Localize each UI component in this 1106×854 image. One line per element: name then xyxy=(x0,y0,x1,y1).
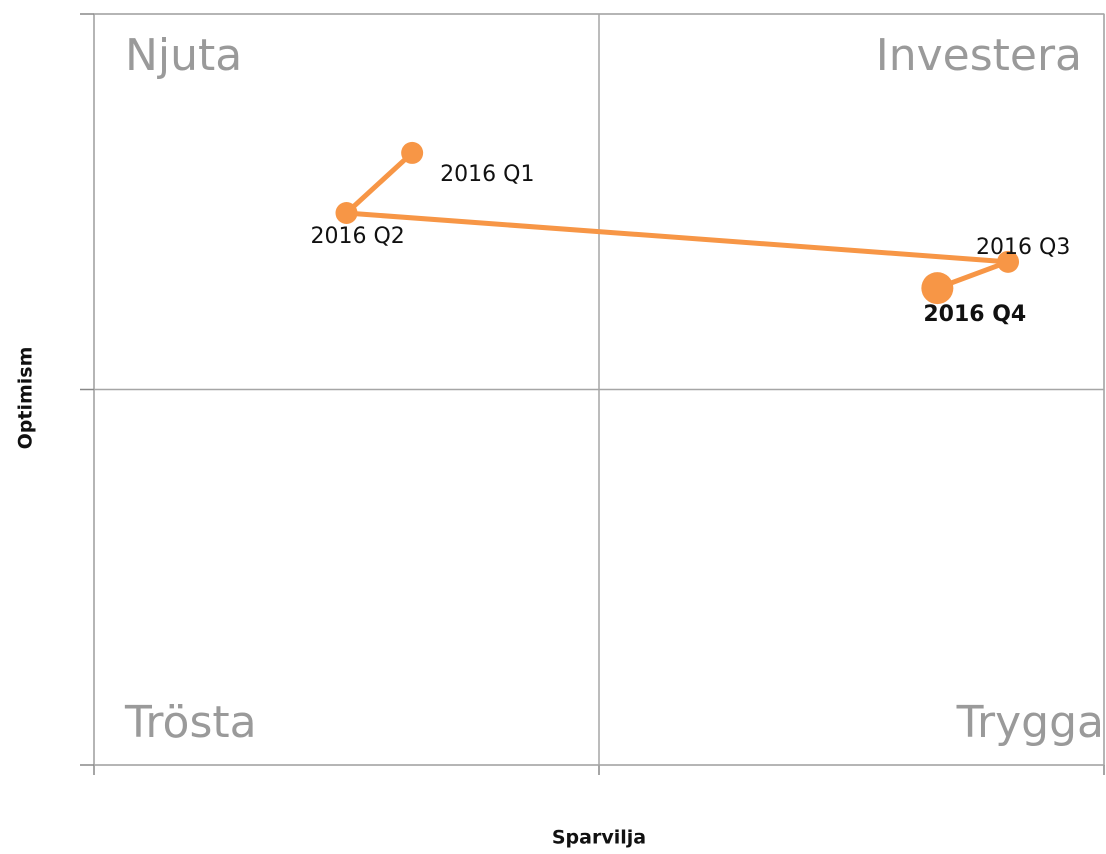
quadrant-label: Njuta xyxy=(125,30,242,81)
point xyxy=(997,250,1020,273)
series-line xyxy=(340,151,1009,291)
point-label: 2016 Q2 xyxy=(311,224,405,249)
y-axis-label: Optimism xyxy=(15,347,37,450)
point xyxy=(401,141,424,164)
point-label: 2016 Q4 xyxy=(923,302,1026,327)
point-label: 2016 Q3 xyxy=(976,235,1070,260)
point xyxy=(335,202,358,225)
x-axis-label: Sparvilja xyxy=(552,827,646,849)
point-label: 2016 Q1 xyxy=(440,162,534,187)
point xyxy=(921,272,954,305)
quadrant-label: Trösta xyxy=(124,697,257,748)
quadrant-label: Trygga xyxy=(956,697,1104,748)
quadrant-label: Investera xyxy=(876,30,1082,81)
